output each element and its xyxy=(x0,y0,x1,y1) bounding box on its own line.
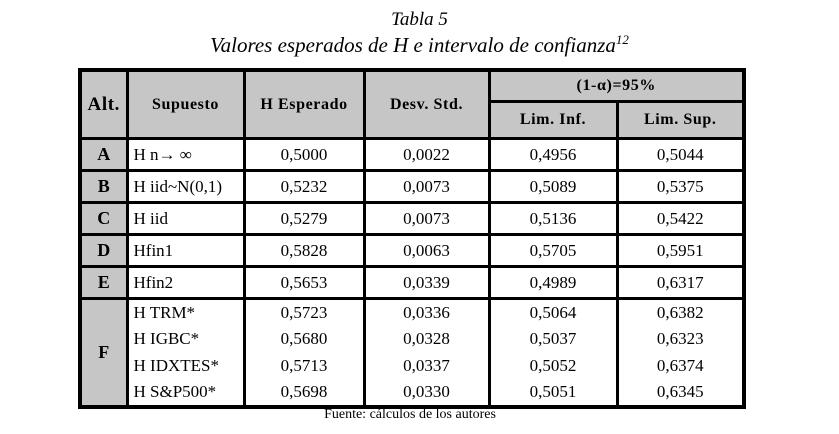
cell-lim-inf: 0,5705 xyxy=(487,233,619,268)
cell-alt: A xyxy=(78,137,129,172)
cell-lim-sup: 0,6382 xyxy=(615,298,746,326)
cell-supuesto: H TRM* xyxy=(125,298,246,326)
cell-alt: C xyxy=(78,201,129,236)
header-h-esperado: H Esperado xyxy=(242,68,366,140)
header-lim-sup: Lim. Sup. xyxy=(615,100,746,140)
cell-h-esperado: 0,5653 xyxy=(242,265,366,300)
cell-lim-inf: 0,5064 xyxy=(487,298,619,326)
cell-supuesto: H iid xyxy=(125,201,246,236)
table-caption: Valores esperados de H e intervalo de co… xyxy=(0,32,839,58)
cell-desv-std: 0,0022 xyxy=(362,137,491,172)
header-desv-std: Desv. Std. xyxy=(362,68,491,140)
cell-supuesto: Hfin2 xyxy=(125,265,246,300)
header-ci-group: (1-α)=95% xyxy=(487,68,746,103)
cell-desv-std: 0,0339 xyxy=(362,265,491,300)
table-caption-text: Valores esperados de H e intervalo de co… xyxy=(210,33,616,57)
table-row: H IDXTES* 0,5713 0,0337 0,5052 0,6374 xyxy=(80,352,746,380)
cell-lim-sup: 0,5951 xyxy=(615,233,746,268)
cell-desv-std: 0,0063 xyxy=(362,233,491,268)
cell-supuesto: H iid~N(0,1) xyxy=(125,169,246,204)
cell-desv-std: 0,0073 xyxy=(362,169,491,204)
table-row: F H TRM* 0,5723 0,0336 0,5064 0,6382 xyxy=(78,297,746,409)
cell-lim-inf: 0,5136 xyxy=(487,201,619,236)
cell-h-esperado: 0,5723 xyxy=(242,298,366,326)
title-block: Tabla 5 Valores esperados de H e interva… xyxy=(0,8,839,58)
cell-supuesto: H S&P500* xyxy=(125,379,246,407)
cell-supuesto: H n→ ∞ xyxy=(125,137,246,172)
cell-lim-inf: 0,5089 xyxy=(487,169,619,204)
cell-lim-sup: 0,6345 xyxy=(615,379,746,407)
source-note: Fuente: cálculos de los autores xyxy=(324,407,496,422)
cell-lim-sup: 0,5422 xyxy=(615,201,746,236)
cell-h-esperado: 0,5000 xyxy=(242,137,366,172)
header-supuesto: Supuesto xyxy=(125,68,246,140)
cell-h-esperado: 0,5680 xyxy=(242,325,366,353)
cell-desv-std: 0,0337 xyxy=(362,352,491,380)
cell-lim-inf: 0,5052 xyxy=(487,352,619,380)
footnote-ref: 12 xyxy=(615,32,629,47)
header-row-top: Alt. Supuesto H Esperado Desv. Std. (1-α… xyxy=(78,68,746,140)
header-row-bottom: Lim. Inf. Lim. Sup. xyxy=(80,100,746,140)
cell-desv-std: 0,0073 xyxy=(362,201,491,236)
cell-supuesto: Hfin1 xyxy=(125,233,246,268)
cell-h-esperado: 0,5279 xyxy=(242,201,366,236)
table-row: H IGBC* 0,5680 0,0328 0,5037 0,6323 xyxy=(80,325,746,353)
cell-lim-sup: 0,5375 xyxy=(615,169,746,204)
cell-h-esperado: 0,5828 xyxy=(242,233,366,268)
cell-lim-sup: 0,5044 xyxy=(615,137,746,172)
results-table: Alt. Supuesto H Esperado Desv. Std. (1-α… xyxy=(78,68,746,409)
cell-alt: F xyxy=(78,297,129,409)
cell-lim-sup: 0,6317 xyxy=(615,265,746,300)
cell-desv-std: 0,0330 xyxy=(362,379,491,407)
cell-h-esperado: 0,5232 xyxy=(242,169,366,204)
cell-lim-sup: 0,6374 xyxy=(615,352,746,380)
cell-desv-std: 0,0336 xyxy=(362,298,491,326)
table-row: A H n→ ∞ 0,5000 0,0022 0,4956 0,5044 xyxy=(78,137,746,172)
cell-supuesto: H IGBC* xyxy=(125,325,246,353)
header-lim-inf: Lim. Inf. xyxy=(487,100,619,140)
cell-lim-inf: 0,4989 xyxy=(487,265,619,300)
table-group-f: F H TRM* 0,5723 0,0336 0,5064 0,6382 H I… xyxy=(78,297,746,409)
cell-desv-std: 0,0328 xyxy=(362,325,491,353)
table-row: H S&P500* 0,5698 0,0330 0,5051 0,6345 xyxy=(80,379,746,407)
header-alt: Alt. xyxy=(78,68,129,140)
table-row: E Hfin2 0,5653 0,0339 0,4989 0,6317 xyxy=(78,265,746,300)
table-row: B H iid~N(0,1) 0,5232 0,0073 0,5089 0,53… xyxy=(78,169,746,204)
table-number: Tabla 5 xyxy=(391,9,448,30)
cell-alt: B xyxy=(78,169,129,204)
cell-h-esperado: 0,5713 xyxy=(242,352,366,380)
cell-h-esperado: 0,5698 xyxy=(242,379,366,407)
table-body: A H n→ ∞ 0,5000 0,0022 0,4956 0,5044 B H… xyxy=(78,137,746,300)
cell-lim-inf: 0,5051 xyxy=(487,379,619,407)
cell-lim-inf: 0,5037 xyxy=(487,325,619,353)
cell-alt: D xyxy=(78,233,129,268)
table-row: D Hfin1 0,5828 0,0063 0,5705 0,5951 xyxy=(78,233,746,268)
table-row: C H iid 0,5279 0,0073 0,5136 0,5422 xyxy=(78,201,746,236)
cell-supuesto: H IDXTES* xyxy=(125,352,246,380)
cell-lim-sup: 0,6323 xyxy=(615,325,746,353)
table-header: Alt. Supuesto H Esperado Desv. Std. (1-α… xyxy=(78,68,746,140)
cell-alt: E xyxy=(78,265,129,300)
cell-lim-inf: 0,4956 xyxy=(487,137,619,172)
